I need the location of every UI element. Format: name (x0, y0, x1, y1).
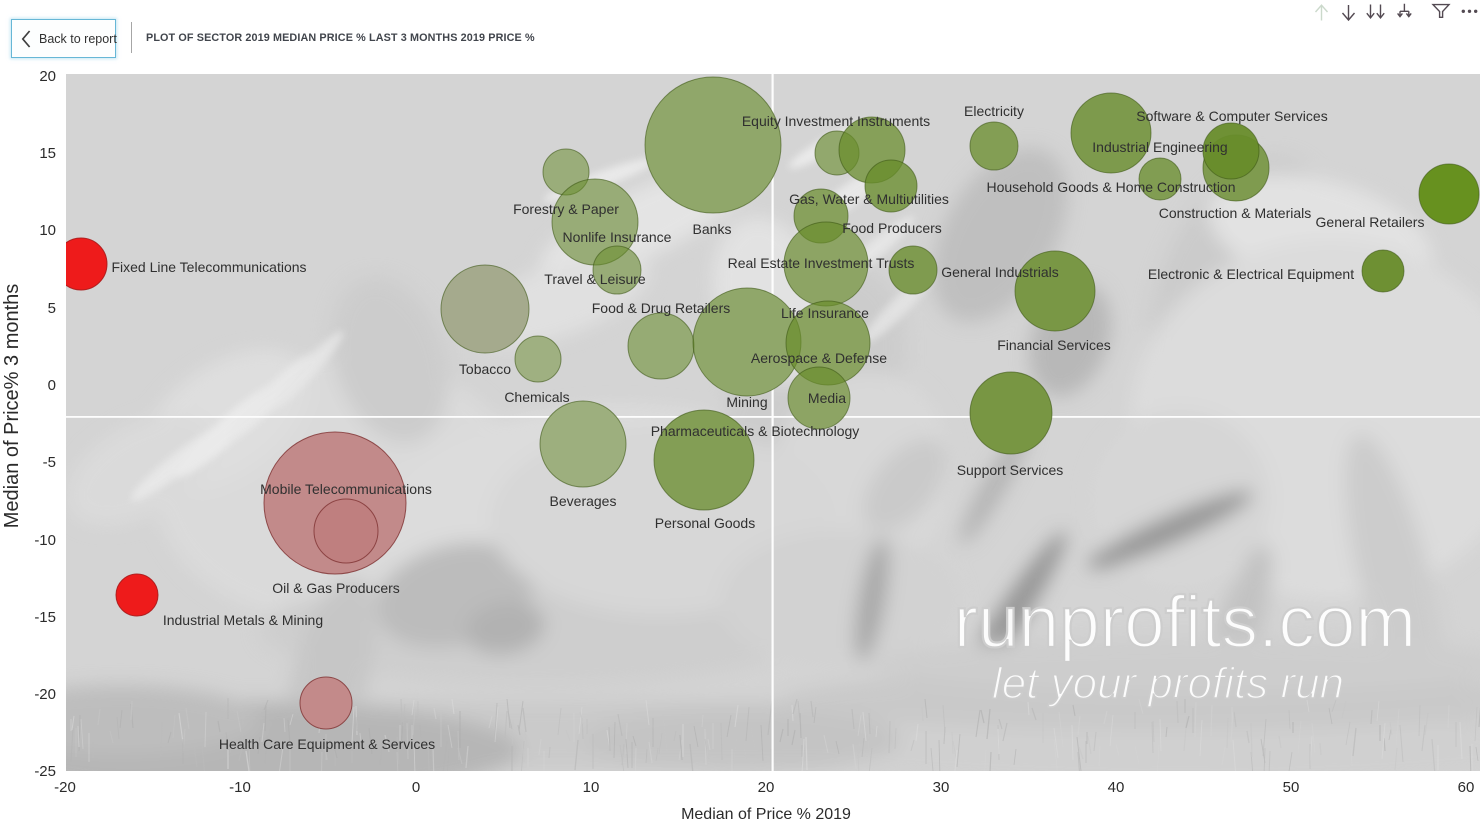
svg-text:Median of Price% 3 months: Median of Price% 3 months (1, 284, 23, 529)
svg-text:Travel & Leisure: Travel & Leisure (544, 271, 646, 287)
svg-text:Financial Services: Financial Services (997, 337, 1111, 353)
svg-text:-25: -25 (34, 763, 56, 780)
svg-text:Electronic & Electrical Equipm: Electronic & Electrical Equipment (1148, 266, 1354, 282)
svg-text:Oil & Gas Producers: Oil & Gas Producers (272, 580, 400, 596)
svg-text:15: 15 (39, 145, 56, 162)
svg-text:10: 10 (583, 779, 600, 796)
svg-text:Life Insurance: Life Insurance (781, 305, 869, 321)
svg-text:Support Services: Support Services (957, 462, 1064, 478)
svg-text:Household Goods & Home Constru: Household Goods & Home Construction (986, 179, 1235, 195)
svg-text:0: 0 (48, 377, 56, 394)
svg-text:40: 40 (1108, 779, 1125, 796)
svg-text:Construction & Materials: Construction & Materials (1159, 205, 1312, 221)
svg-text:Nonlife Insurance: Nonlife Insurance (563, 229, 672, 245)
svg-text:-10: -10 (229, 779, 251, 796)
svg-text:10: 10 (39, 222, 56, 239)
svg-text:Median of Price % 2019: Median of Price % 2019 (681, 806, 851, 823)
svg-text:Fixed Line Telecommunications: Fixed Line Telecommunications (111, 259, 306, 275)
svg-text:-20: -20 (54, 779, 76, 796)
svg-text:Electricity: Electricity (964, 103, 1024, 119)
svg-text:0: 0 (412, 779, 420, 796)
svg-text:-15: -15 (34, 609, 56, 626)
svg-text:Software & Computer Services: Software & Computer Services (1136, 108, 1327, 124)
svg-text:Personal Goods: Personal Goods (655, 515, 755, 531)
svg-text:let your profits run: let your profits run (992, 659, 1344, 708)
svg-text:Aerospace & Defense: Aerospace & Defense (751, 350, 887, 366)
svg-text:Tobacco: Tobacco (459, 361, 511, 377)
svg-text:Forestry & Paper: Forestry & Paper (513, 201, 619, 217)
svg-text:Mining: Mining (726, 394, 767, 410)
svg-text:-10: -10 (34, 532, 56, 549)
svg-text:General Retailers: General Retailers (1316, 214, 1425, 230)
svg-text:-5: -5 (43, 454, 56, 471)
svg-text:Equity Investment Instruments: Equity Investment Instruments (742, 113, 930, 129)
svg-text:50: 50 (1283, 779, 1300, 796)
svg-text:Real Estate Investment Trusts: Real Estate Investment Trusts (728, 255, 915, 271)
svg-text:20: 20 (758, 779, 775, 796)
svg-text:Pharmaceuticals & Biotechnolog: Pharmaceuticals & Biotechnology (651, 423, 860, 439)
svg-text:Gas, Water & Multiutilities: Gas, Water & Multiutilities (789, 191, 949, 207)
svg-text:General Industrials: General Industrials (941, 264, 1059, 280)
svg-text:60: 60 (1458, 779, 1475, 796)
svg-text:Media: Media (808, 390, 846, 406)
svg-text:-20: -20 (34, 686, 56, 703)
svg-text:Food & Drug Retailers: Food & Drug Retailers (592, 300, 731, 316)
svg-text:Mobile Telecommunications: Mobile Telecommunications (260, 481, 432, 497)
svg-text:Health Care Equipment & Servic: Health Care Equipment & Services (219, 736, 435, 752)
svg-text:30: 30 (933, 779, 950, 796)
svg-text:20: 20 (39, 68, 56, 85)
svg-text:Industrial Engineering: Industrial Engineering (1092, 139, 1227, 155)
svg-text:5: 5 (48, 300, 56, 317)
svg-text:Beverages: Beverages (550, 493, 617, 509)
svg-text:Industrial Metals & Mining: Industrial Metals & Mining (163, 612, 323, 628)
svg-text:Chemicals: Chemicals (504, 389, 569, 405)
svg-text:runprofits.com: runprofits.com (954, 582, 1417, 663)
svg-text:Food Producers: Food Producers (842, 220, 942, 236)
svg-text:Banks: Banks (693, 221, 732, 237)
